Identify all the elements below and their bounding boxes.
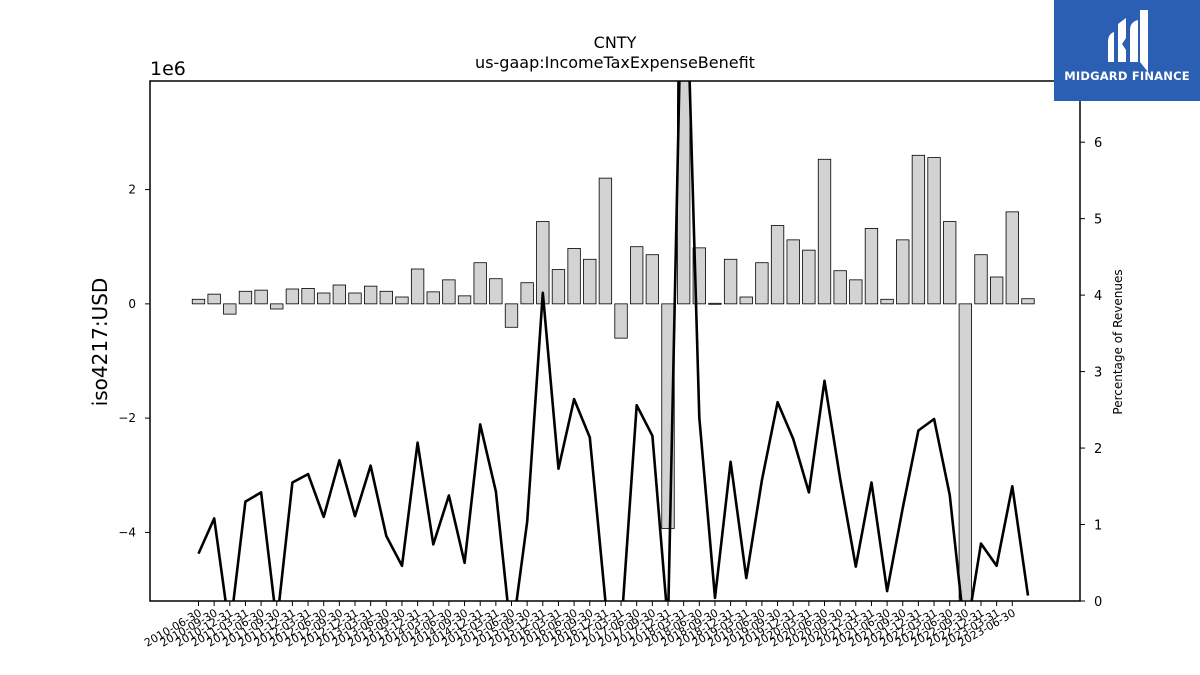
bar-2019-12-31	[786, 239, 800, 305]
bar-2019-09-30	[770, 225, 785, 305]
bar-2017-03-31	[614, 303, 628, 339]
bar-2015-03-31	[489, 278, 503, 305]
bar-2021-12-31	[911, 154, 926, 305]
chart-title: CNTY	[594, 33, 637, 52]
plot-area: −4−20201234562010-06-302010-09-302010-12…	[118, 80, 1102, 650]
y2-tick-label: 2	[1094, 442, 1102, 457]
bar-2020-09-30	[833, 270, 847, 305]
bar-2011-09-30	[270, 303, 284, 310]
bar-2016-03-31	[551, 269, 566, 305]
logo: MIDGARD FINANCE	[1054, 0, 1200, 101]
bar-2023-03-31	[990, 276, 1004, 305]
secondary-y-axis-label: Percentage of Revenues	[1111, 269, 1125, 414]
bar-2018-03-31	[677, 81, 691, 305]
plot-frame	[149, 80, 1081, 602]
bar-2014-12-31	[473, 262, 487, 305]
bar-2023-06-30	[1005, 211, 1019, 305]
bar-2012-03-31	[301, 288, 315, 305]
bar-2019-03-31	[739, 296, 753, 305]
y-tick-label: 0	[128, 297, 136, 311]
bar-2010-06-30	[191, 298, 206, 305]
bar-2013-12-31	[410, 268, 425, 305]
y-axis-label: iso4217:USD	[88, 278, 112, 407]
bar-2017-06-30	[630, 246, 644, 305]
bar-2021-03-31	[864, 228, 879, 305]
bar-2011-12-31	[285, 288, 300, 305]
bar-2016-06-30	[567, 248, 581, 305]
bar-2016-09-30	[583, 258, 597, 305]
series-line-percentage-of-revenues	[197, 81, 1030, 601]
y-tick-label: −2	[118, 411, 136, 425]
bar-2015-09-30	[520, 282, 534, 305]
bar-2018-12-31	[723, 258, 738, 305]
y2-tick-label: 0	[1094, 595, 1102, 610]
bar-2011-03-31	[238, 290, 253, 305]
bar-2021-09-30	[896, 239, 910, 305]
y-axis-multiplier-label: 1e6	[150, 58, 186, 80]
bar-2020-06-30	[817, 158, 832, 305]
midgard-logo-icon	[1108, 10, 1148, 72]
bar-2013-06-30	[379, 290, 393, 305]
y2-tick-label: 5	[1094, 213, 1102, 228]
bar-undefined	[1021, 298, 1035, 305]
bar-2016-12-31	[598, 177, 613, 305]
bar-2022-09-30	[958, 303, 972, 601]
bar-2012-09-30	[332, 284, 347, 305]
chart-subtitle: us-gaap:IncomeTaxExpenseBenefit	[475, 53, 755, 72]
bar-2013-09-30	[395, 296, 409, 305]
bar-2020-03-31	[802, 249, 816, 305]
bar-2019-06-30	[755, 262, 769, 305]
y2-tick-label: 3	[1094, 366, 1102, 381]
bar-2014-03-31	[426, 291, 440, 305]
bar-2018-09-30	[708, 302, 722, 305]
bar-2015-06-30	[504, 303, 519, 328]
bar-2017-09-30	[645, 254, 659, 305]
y2-tick-label: 4	[1094, 289, 1102, 304]
y2-tick-label: 1	[1094, 519, 1102, 534]
bar-2012-06-30	[317, 292, 331, 305]
y-tick-label: −4	[118, 525, 136, 539]
logo-name: MIDGARD FINANCE	[1064, 69, 1190, 83]
bar-2022-06-30	[943, 221, 957, 305]
y2-tick-label: 6	[1094, 136, 1102, 151]
bar-2021-06-30	[880, 298, 894, 305]
y-tick-label: 2	[128, 183, 136, 197]
bar-2022-12-31	[974, 254, 988, 305]
bar-2014-09-30	[457, 295, 472, 305]
bar-2012-12-31	[348, 292, 362, 305]
bar-2013-03-31	[363, 285, 378, 305]
bar-2022-03-31	[927, 157, 941, 305]
data-marks	[191, 81, 1035, 601]
bar-2014-06-30	[442, 279, 456, 305]
bar-2010-12-31	[223, 303, 237, 315]
bar-2020-12-31	[849, 279, 863, 305]
bar-2011-06-30	[254, 289, 268, 305]
bar-2010-09-30	[207, 293, 221, 305]
